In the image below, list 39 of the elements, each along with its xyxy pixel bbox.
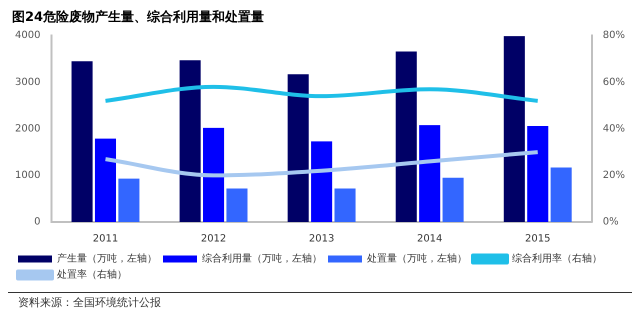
- y-tick-label: 4000: [14, 30, 40, 42]
- bar: [226, 188, 248, 222]
- y2-tick-label: 20%: [602, 170, 626, 181]
- legend-label: 产生量（万吨，左轴）: [57, 252, 157, 265]
- bar: [396, 51, 417, 222]
- y2-tick-label: 40%: [602, 123, 626, 134]
- legend-label: 处置量（万吨，左轴）: [367, 252, 467, 265]
- line-series: [103, 150, 540, 178]
- bar: [419, 125, 440, 222]
- y2-tick-label: 60%: [602, 76, 626, 88]
- bar: [94, 138, 116, 222]
- bar: [334, 188, 356, 222]
- legend-label: 处置率（右轴）: [57, 268, 127, 281]
- bar: [527, 126, 548, 222]
- y-tick-label: 1000: [14, 170, 40, 181]
- x-tick-label: 2012: [200, 234, 226, 245]
- bar: [118, 178, 140, 222]
- bar: [203, 128, 224, 222]
- bar: [442, 178, 464, 222]
- legend-label: 综合利用率（右轴）: [512, 252, 602, 265]
- x-tick-label: 2015: [525, 234, 550, 245]
- line-series: [103, 84, 540, 103]
- bar: [72, 61, 93, 222]
- x-tick-label: 2013: [308, 234, 334, 245]
- bar: [550, 167, 572, 222]
- bar: [180, 60, 201, 222]
- x-tick-label: 2011: [92, 234, 118, 245]
- legend-label: 综合利用量（万吨，左轴）: [202, 252, 322, 265]
- y2-tick-label: 0%: [602, 216, 619, 228]
- x-tick-label: 2014: [416, 234, 442, 245]
- y-tick-label: 3000: [14, 76, 40, 88]
- y-tick-label: 2000: [14, 123, 40, 134]
- y-tick-label: 0: [34, 216, 40, 228]
- chart-title: 图24危险废物产生量、综合利用量和处置量: [12, 9, 264, 26]
- bar: [311, 141, 332, 222]
- text: 资料来源：全国环境统计公报: [8, 293, 632, 310]
- y2-tick-label: 80%: [602, 30, 626, 42]
- bar: [288, 74, 309, 222]
- bar: [504, 36, 525, 222]
